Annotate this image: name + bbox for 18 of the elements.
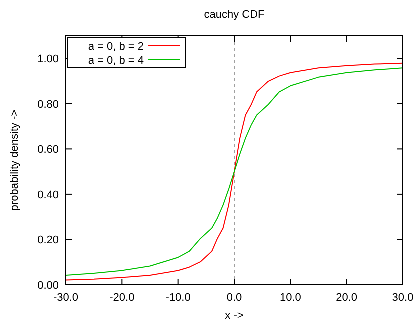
y-tick-label: 0.00 bbox=[38, 280, 59, 292]
x-tick-label: -10.0 bbox=[166, 292, 191, 304]
chart-title: cauchy CDF bbox=[204, 9, 266, 21]
y-tick-label: 1.00 bbox=[38, 53, 59, 66]
x-tick-label: -20.0 bbox=[110, 292, 135, 304]
legend-label: a = 0, b = 4 bbox=[88, 54, 144, 67]
x-tick-label: 20.0 bbox=[336, 292, 358, 304]
legend-label: a = 0, b = 2 bbox=[88, 40, 144, 53]
x-tick-label: 10.0 bbox=[280, 292, 302, 304]
x-tick-label: 30.0 bbox=[392, 292, 414, 304]
y-axis-title: probability density -> bbox=[9, 110, 21, 212]
y-tick-label: 0.40 bbox=[38, 189, 59, 202]
y-tick-label: 0.20 bbox=[38, 234, 59, 247]
x-tick-label: -30.0 bbox=[53, 292, 79, 304]
y-tick-label: 0.60 bbox=[38, 144, 59, 156]
x-tick-label: 0.0 bbox=[226, 292, 242, 304]
y-tick-label: 0.80 bbox=[38, 98, 59, 111]
x-axis-title: x -> bbox=[225, 310, 244, 320]
